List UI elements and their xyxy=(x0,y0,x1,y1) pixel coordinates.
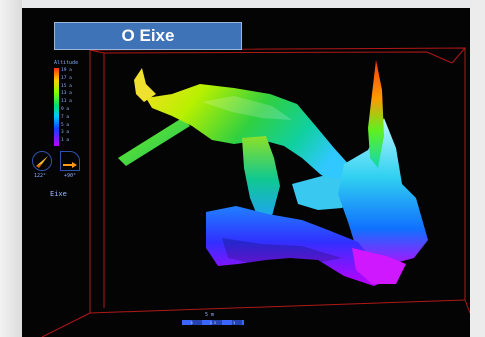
cave-passage-mesh xyxy=(118,60,428,286)
page-margin-right xyxy=(470,0,485,337)
legend-tick: 1 a xyxy=(61,138,70,144)
passage-shadow xyxy=(222,238,342,266)
altitude-legend: Altitude 19 a 17 a 15 a 13 a 11 a 9 a 7 … xyxy=(54,60,90,160)
page-title: O Eixe xyxy=(54,22,242,50)
scale-tick: 0 xyxy=(190,321,193,325)
orientation-label: Eixe xyxy=(50,190,67,198)
passage-upper-tunnel xyxy=(146,84,358,188)
passage-red-spike xyxy=(368,60,384,168)
3d-viewport[interactable]: O Eixe Altitude 19 a 17 a 15 a 13 a 11 a… xyxy=(22,8,470,337)
scale-ticks: 0 2.5 5 xyxy=(182,321,244,325)
passage-highlight xyxy=(202,96,292,120)
legend-tick: 3 a xyxy=(61,130,70,136)
passage-magenta-floor xyxy=(352,248,406,284)
passage-tip-yellow xyxy=(134,68,156,102)
legend-tick: 17 a xyxy=(61,75,72,81)
cave-model-scene[interactable] xyxy=(22,8,470,337)
compass-heading-icon[interactable] xyxy=(32,151,52,171)
scale-tick: 5 xyxy=(233,321,236,325)
legend-tick: 19 a xyxy=(61,68,72,73)
scale-tick: 2.5 xyxy=(209,321,217,325)
legend-tick: 5 a xyxy=(61,122,70,128)
legend-color-ramp xyxy=(54,68,59,146)
tilt-value: +90° xyxy=(64,173,77,179)
legend-title: Altitude xyxy=(54,60,79,66)
scale-bar xyxy=(182,320,244,325)
heading-value: 122° xyxy=(34,173,47,179)
legend-tick: 11 a xyxy=(61,99,72,105)
passage-lower-chamber xyxy=(206,206,392,286)
passage-arm-green xyxy=(118,118,190,166)
legend-tick: 7 a xyxy=(61,114,70,120)
passage-right-chamber xyxy=(338,118,428,266)
bounding-box xyxy=(41,47,470,337)
passage-shaft xyxy=(242,136,280,222)
legend-tick: 13 a xyxy=(61,91,72,97)
legend-tick: 15 a xyxy=(61,83,72,89)
scale-label: 5 m xyxy=(205,312,215,318)
legend-ticks: 19 a 17 a 15 a 13 a 11 a 9 a 7 a 5 a 3 a… xyxy=(61,67,72,145)
page-margin-left xyxy=(0,0,22,337)
tilt-gauge-icon[interactable] xyxy=(60,151,80,171)
legend-tick: 9 a xyxy=(61,106,70,112)
